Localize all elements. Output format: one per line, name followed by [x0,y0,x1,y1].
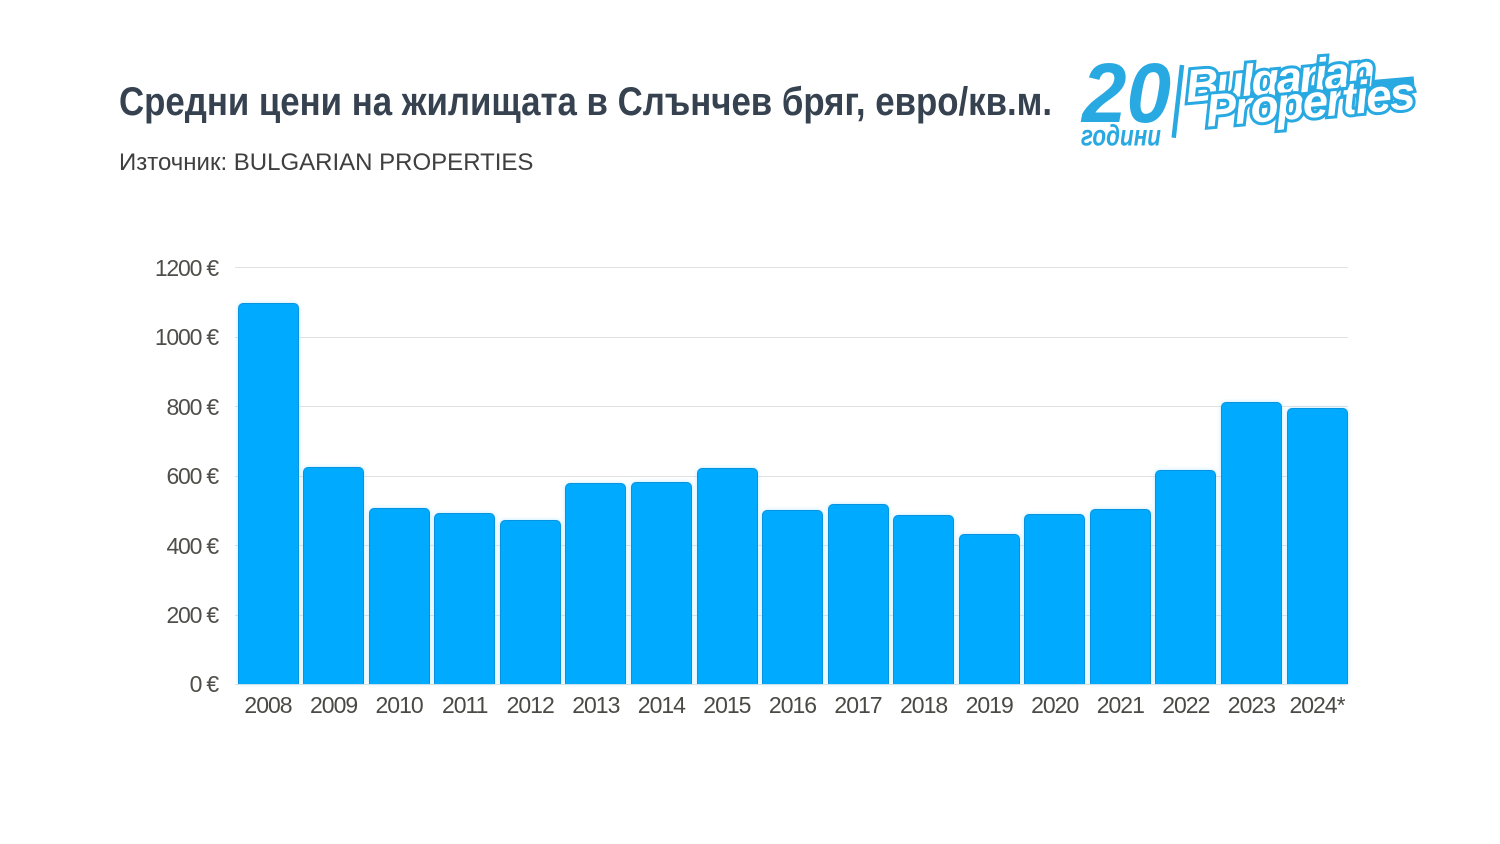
svg-text:години: години [1081,120,1161,153]
svg-text:20: 20 [1080,46,1171,140]
